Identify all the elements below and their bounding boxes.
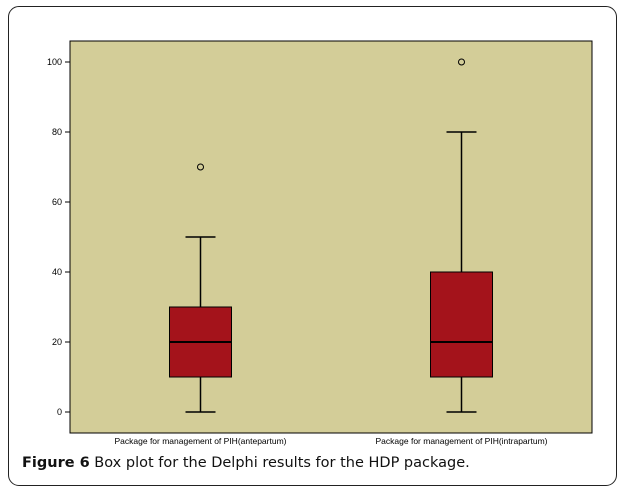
x-axis-categories: Package for management of PIH(antepartum… [115,436,548,446]
iqr-box [430,271,493,378]
plot-area [69,40,593,434]
y-tick-label: 0 [57,407,62,417]
caption-text: Box plot for the Delphi results for the … [89,455,470,471]
box-2 [430,58,493,413]
box-series [169,58,493,413]
x-category-label: Package for management of PIH(antepartum… [115,436,287,446]
y-tick-label: 60 [52,197,62,207]
x-category-label: Package for management of PIH(intrapartu… [376,436,548,446]
box-1 [169,163,232,413]
caption-label: Figure 6 [22,455,90,471]
y-tick-label: 80 [52,127,62,137]
figure-caption: Figure 6 Box plot for the Delphi results… [22,455,612,471]
y-axis-ticks: 0 20 40 60 80 100 [47,57,70,417]
outlier-point [458,58,465,66]
outlier-point [197,163,204,171]
y-tick-label: 20 [52,337,62,347]
y-tick-label: 40 [52,267,62,277]
y-tick-label: 100 [47,57,62,67]
